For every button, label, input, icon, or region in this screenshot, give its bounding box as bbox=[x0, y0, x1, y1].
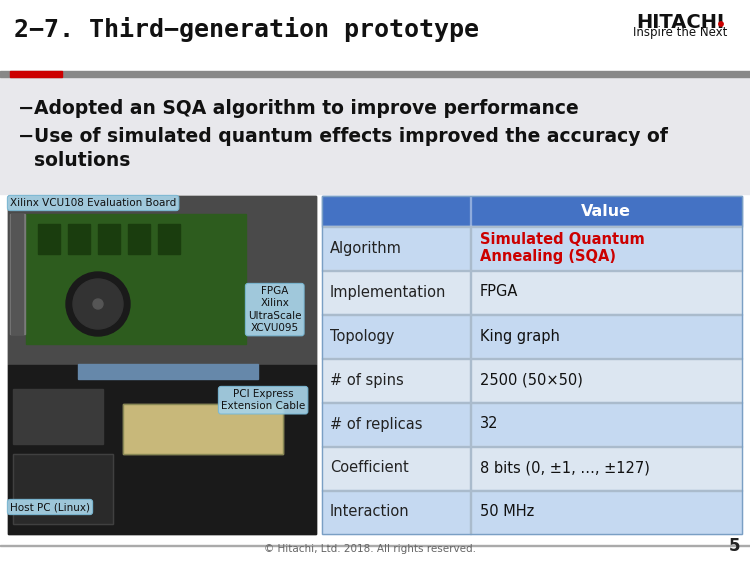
Text: Inspire the Next: Inspire the Next bbox=[633, 26, 728, 39]
Bar bbox=[470, 196, 471, 226]
Text: FPGA
Xilinx
UltraScale
XCVU095: FPGA Xilinx UltraScale XCVU095 bbox=[248, 286, 302, 333]
Circle shape bbox=[718, 22, 723, 26]
Bar bbox=[10, 214, 25, 334]
Bar bbox=[38, 224, 60, 254]
Bar bbox=[14, 214, 15, 334]
Text: 2500 (50×50): 2500 (50×50) bbox=[480, 372, 583, 387]
Bar bbox=[322, 446, 742, 447]
Text: Simulated Quantum
Annealing (SQA): Simulated Quantum Annealing (SQA) bbox=[480, 231, 645, 265]
Text: King graph: King graph bbox=[480, 328, 560, 343]
Bar bbox=[20, 214, 22, 334]
Bar bbox=[128, 224, 150, 254]
Bar bbox=[123, 404, 283, 454]
Bar bbox=[322, 226, 742, 270]
Text: Adopted an SQA algorithm to improve performance: Adopted an SQA algorithm to improve perf… bbox=[34, 99, 579, 118]
Text: Use of simulated quantum effects improved the accuracy of: Use of simulated quantum effects improve… bbox=[34, 127, 668, 146]
Bar bbox=[68, 224, 90, 254]
Bar bbox=[13, 454, 113, 524]
Bar bbox=[0, 77, 750, 194]
Text: Algorithm: Algorithm bbox=[330, 240, 402, 255]
Bar bbox=[470, 358, 471, 402]
Text: 8 bits (0, ±1, …, ±127): 8 bits (0, ±1, …, ±127) bbox=[480, 460, 650, 475]
Bar bbox=[13, 389, 103, 444]
Bar bbox=[123, 404, 283, 454]
Text: 50 MHz: 50 MHz bbox=[480, 505, 534, 519]
Bar bbox=[322, 446, 742, 490]
Text: Interaction: Interaction bbox=[330, 505, 410, 519]
Bar bbox=[11, 214, 12, 334]
Bar bbox=[322, 402, 742, 446]
Bar bbox=[78, 364, 258, 379]
Text: 2−7. Third−generation prototype: 2−7. Third−generation prototype bbox=[14, 17, 479, 42]
Bar bbox=[470, 446, 471, 490]
Text: © Hitachi, Ltd. 2018. All rights reserved.: © Hitachi, Ltd. 2018. All rights reserve… bbox=[264, 544, 476, 554]
Text: PCI Express
Extension Cable: PCI Express Extension Cable bbox=[221, 389, 305, 411]
Bar bbox=[322, 402, 742, 403]
Text: Implementation: Implementation bbox=[330, 284, 446, 299]
Text: Coefficient: Coefficient bbox=[330, 460, 409, 475]
Bar bbox=[13, 214, 14, 334]
Bar bbox=[17, 214, 19, 334]
Bar bbox=[26, 214, 246, 344]
Bar bbox=[470, 226, 471, 270]
Bar bbox=[8, 196, 316, 534]
Bar bbox=[322, 490, 742, 491]
Text: −: − bbox=[18, 99, 34, 118]
Bar bbox=[158, 224, 180, 254]
Bar bbox=[470, 402, 471, 446]
Bar bbox=[322, 314, 742, 315]
Bar bbox=[0, 71, 750, 77]
Bar bbox=[22, 214, 23, 334]
Bar bbox=[8, 365, 316, 534]
Bar bbox=[19, 214, 20, 334]
Text: Xilinx VCU108 Evaluation Board: Xilinx VCU108 Evaluation Board bbox=[10, 198, 176, 208]
Text: 5: 5 bbox=[729, 537, 741, 555]
Text: # of spins: # of spins bbox=[330, 372, 404, 387]
Bar bbox=[322, 196, 742, 226]
Text: # of replicas: # of replicas bbox=[330, 416, 422, 431]
Text: −: − bbox=[18, 127, 34, 146]
Text: solutions: solutions bbox=[34, 151, 130, 170]
Bar bbox=[13, 454, 113, 524]
Bar bbox=[0, 0, 750, 74]
Bar bbox=[470, 314, 471, 358]
Bar bbox=[0, 545, 750, 546]
Text: 32: 32 bbox=[480, 416, 499, 431]
Text: Topology: Topology bbox=[330, 328, 394, 343]
Bar bbox=[10, 71, 62, 77]
Bar bbox=[322, 196, 742, 534]
Bar bbox=[470, 270, 471, 314]
Bar bbox=[322, 314, 742, 358]
Bar bbox=[322, 226, 742, 227]
Bar bbox=[470, 490, 471, 534]
Bar bbox=[322, 358, 742, 359]
Bar bbox=[322, 270, 742, 271]
Bar bbox=[322, 490, 742, 534]
Circle shape bbox=[66, 272, 130, 336]
Circle shape bbox=[93, 299, 103, 309]
Circle shape bbox=[73, 279, 123, 329]
Text: Host PC (Linux): Host PC (Linux) bbox=[10, 502, 90, 512]
Bar bbox=[322, 270, 742, 314]
Bar bbox=[322, 358, 742, 402]
Bar bbox=[98, 224, 120, 254]
Text: FPGA: FPGA bbox=[480, 284, 518, 299]
Text: HITACHI: HITACHI bbox=[636, 13, 724, 32]
Bar bbox=[8, 196, 316, 365]
Text: Value: Value bbox=[581, 204, 631, 218]
